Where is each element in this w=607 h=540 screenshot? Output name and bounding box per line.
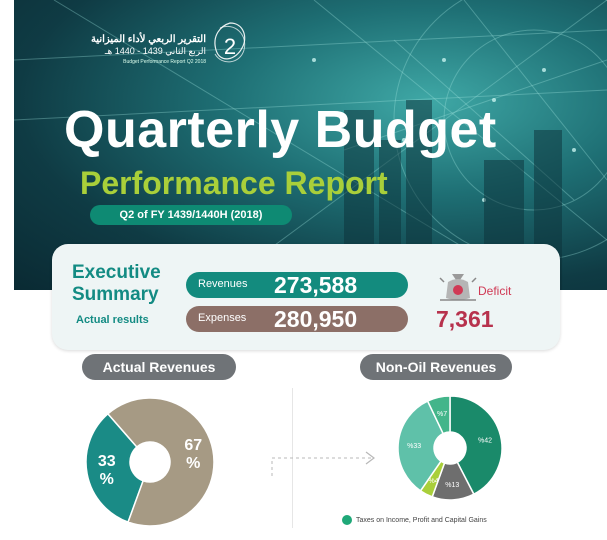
revenues-label: Revenues — [198, 278, 248, 290]
summary-heading-line1: Executive — [72, 262, 161, 283]
actual-slice — [106, 397, 215, 527]
non-oil-revenues-heading: Non-Oil Revenues — [360, 354, 512, 380]
report-title: Quarterly Budget — [64, 101, 497, 159]
non-oil-slice — [449, 395, 503, 496]
summary-heading-line2: Summary — [72, 284, 159, 305]
quarter-number: 2 — [224, 34, 236, 59]
revenues-pill: Revenues 273,588 — [186, 272, 408, 298]
summary-subheading: Actual results — [76, 314, 149, 326]
non-oil-slice-label: %13 — [445, 482, 459, 489]
report-subtitle: Performance Report — [80, 165, 388, 201]
money-bag-icon — [439, 274, 477, 301]
deficit-label: Deficit — [478, 284, 512, 298]
actual-revenues-donut: 33%67% — [85, 397, 215, 527]
deficit-value: 7,361 — [436, 306, 494, 332]
non-oil-slice-label: %33 — [407, 443, 421, 450]
expenses-label: Expenses — [198, 312, 247, 324]
report-logo: التقرير الربعي لأداء الميزانية الربع الث… — [74, 18, 254, 78]
non-oil-slice-label: %42 — [478, 438, 492, 445]
legend-label: Taxes on Income, Profit and Capital Gain… — [356, 516, 487, 524]
fiscal-period-badge: Q2 of FY 1439/1440H (2018) — [90, 205, 292, 225]
actual-slice-label: % — [100, 471, 114, 488]
quarter-emblem: 2 — [214, 22, 246, 63]
summary-heading: Executive Summary — [72, 262, 161, 306]
executive-summary-card: Executive Summary Actual results Revenue… — [52, 244, 560, 350]
actual-slice-label: 33 — [98, 453, 116, 470]
non-oil-slice-label: %7 — [437, 411, 447, 418]
expenses-pill: Expenses 280,950 — [186, 306, 408, 332]
non-oil-legend: Taxes on Income, Profit and Capital Gain… — [342, 515, 487, 525]
connector-arrow — [271, 451, 375, 476]
non-oil-revenues-donut: %42 %13 %4 %33 %7 — [397, 395, 503, 501]
hero-banner: التقرير الربعي لأداء الميزانية الربع الث… — [14, 0, 607, 290]
actual-slice-label: 67 — [184, 437, 202, 454]
logo-arabic-title: التقرير الربعي لأداء الميزانية — [90, 34, 206, 45]
non-oil-slice — [426, 395, 451, 435]
expenses-value: 280,950 — [274, 306, 358, 332]
logo-english-caption: Budget Performance Report Q2 2018 — [123, 59, 206, 65]
actual-slice — [85, 412, 145, 524]
revenues-value: 273,588 — [274, 272, 358, 298]
actual-revenues-heading: Actual Revenues — [82, 354, 236, 380]
non-oil-slice-label: %4 — [428, 478, 438, 485]
actual-slice-label: % — [186, 455, 200, 472]
non-oil-slice — [397, 400, 445, 492]
logo-arabic-period: الربع الثاني 1439 - 1440 هـ — [104, 46, 206, 56]
legend-swatch — [342, 515, 352, 525]
